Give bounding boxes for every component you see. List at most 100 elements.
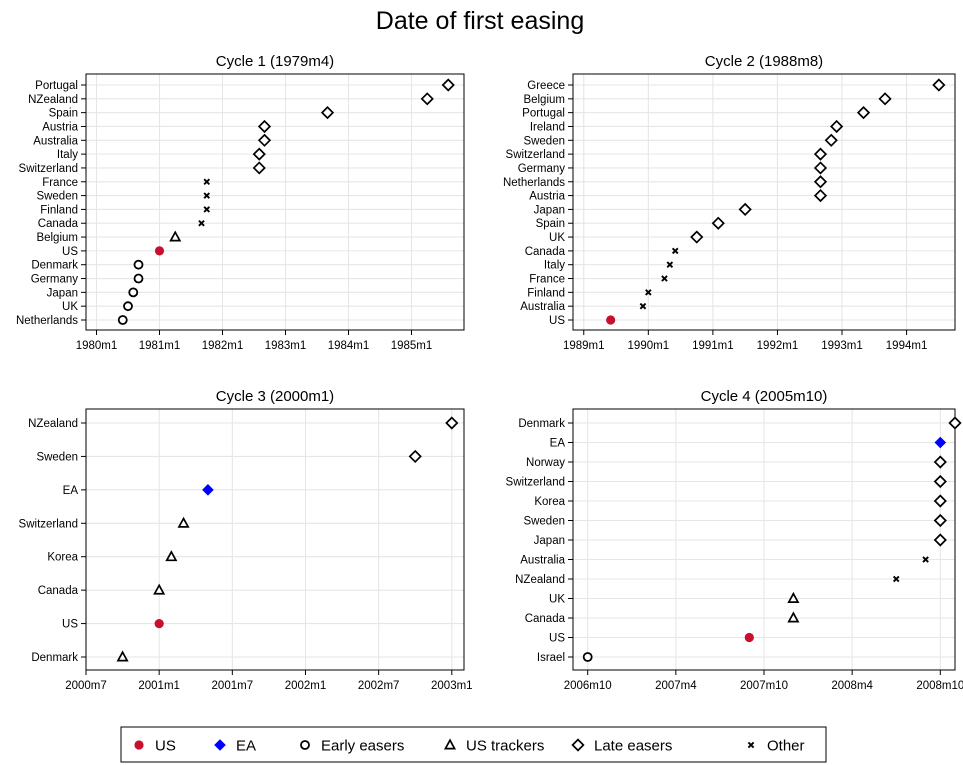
y-tick-label-us: US — [549, 633, 565, 645]
y-tick-label-austria: Austria — [42, 121, 78, 133]
point-canada — [787, 611, 800, 623]
x-tick-label: 1991m1 — [692, 340, 734, 352]
point-us — [154, 246, 165, 256]
x-tick-label: 1982m1 — [202, 340, 244, 352]
y-tick-label-ea: EA — [63, 485, 79, 497]
legend: US EA Early easers US trackers Late easers Ot… — [120, 726, 827, 763]
panel-title: Cycle 3 (2000m1) — [216, 388, 334, 405]
point-japan — [738, 202, 752, 217]
y-tick-label-nzealand: NZealand — [28, 94, 78, 106]
legend-marker-other — [747, 741, 755, 749]
point-portugal — [441, 78, 455, 92]
point-ea — [934, 436, 947, 449]
point-france — [203, 178, 211, 186]
legend-marker-late-easers — [571, 738, 585, 752]
point-switzerland — [252, 161, 266, 175]
x-tick-label: 1984m1 — [328, 340, 370, 352]
point-denmark — [948, 416, 962, 430]
x-tick-label: 1989m1 — [563, 340, 605, 352]
x-tick-label: 2001m1 — [138, 680, 180, 692]
plot-frame — [85, 408, 465, 671]
plot-frame — [85, 73, 465, 331]
point-sweden — [933, 513, 947, 528]
y-tick-label-france: France — [42, 177, 78, 189]
point-korea — [165, 550, 178, 562]
y-tick-label-korea: Korea — [47, 552, 78, 564]
y-tick-label-denmark: Denmark — [31, 652, 78, 664]
point-netherlands — [117, 315, 128, 325]
y-tick-label-denmark: Denmark — [518, 418, 565, 430]
y-tick-label-denmark: Denmark — [31, 260, 78, 272]
point-korea — [933, 494, 947, 508]
y-tick-label-canada: Canada — [38, 218, 79, 230]
legend-label-us-trackers: US trackers — [466, 738, 544, 755]
y-tick-label-australia: Australia — [33, 135, 78, 147]
y-tick-label-spain: Spain — [536, 218, 565, 230]
x-tick-label: 1993m1 — [821, 340, 863, 352]
y-tick-label-italy: Italy — [544, 260, 565, 272]
x-tick-label: 1990m1 — [628, 340, 670, 352]
point-denmark — [116, 650, 129, 662]
point-switzerland — [933, 474, 947, 489]
y-tick-label-canada: Canada — [38, 585, 79, 597]
point-germany — [813, 161, 828, 175]
legend-label-early-easers: Early easers — [321, 738, 404, 755]
y-tick-label-germany: Germany — [31, 274, 79, 286]
y-tick-label-finland: Finland — [40, 204, 78, 216]
y-tick-label-israel: Israel — [537, 652, 565, 664]
y-tick-label-japan: Japan — [534, 535, 565, 547]
point-nzealand — [892, 575, 900, 583]
y-tick-label-belgium: Belgium — [523, 94, 565, 106]
y-tick-label-us: US — [549, 315, 565, 327]
y-tick-label-france: France — [529, 274, 565, 286]
point-greece — [932, 78, 946, 92]
point-denmark — [133, 259, 144, 270]
point-belgium — [169, 230, 182, 242]
x-tick-label: 1983m1 — [265, 340, 307, 352]
y-tick-label-us: US — [62, 246, 78, 258]
point-sweden — [203, 192, 211, 199]
point-uk — [123, 301, 133, 312]
point-spain — [320, 106, 335, 120]
point-us — [606, 315, 616, 325]
y-tick-label-greece: Greece — [527, 80, 565, 92]
x-tick-label: 2007m10 — [740, 680, 788, 692]
x-tick-label: 1992m1 — [757, 340, 799, 352]
y-tick-label-switzerland: Switzerland — [19, 163, 78, 175]
figure-title: Date of first easing — [376, 7, 584, 35]
point-canada — [153, 583, 166, 595]
y-tick-label-sweden: Sweden — [523, 516, 565, 528]
point-us — [744, 632, 754, 643]
point-belgium — [878, 92, 892, 106]
point-nzealand — [445, 416, 459, 430]
point-ea — [202, 484, 214, 496]
y-tick-label-uk: UK — [549, 594, 565, 606]
legend-label-ea: EA — [236, 738, 256, 755]
x-tick-label: 1985m1 — [391, 340, 433, 352]
y-tick-label-italy: Italy — [57, 149, 78, 161]
x-tick-label: 2002m7 — [358, 680, 400, 692]
point-australia — [639, 302, 647, 310]
y-tick-label-japan: Japan — [47, 287, 78, 299]
y-tick-label-australia: Australia — [520, 555, 565, 567]
y-tick-label-belgium: Belgium — [36, 232, 78, 244]
x-tick-label: 2001m7 — [212, 680, 254, 692]
chart-panel-2: Cycle 2 (1988m8) 1989m1 1990m1 1991m1 1992m1… — [503, 53, 956, 352]
legend-label-us: US — [155, 738, 176, 755]
y-tick-label-ea: EA — [550, 438, 566, 450]
x-tick-label: 1994m1 — [886, 340, 928, 352]
y-tick-label-finland: Finland — [527, 287, 565, 299]
point-italy — [666, 261, 674, 268]
legend-label-other: Other — [767, 738, 805, 755]
panel-title: Cycle 4 (2005m10) — [701, 388, 828, 405]
y-tick-label-nzealand: NZealand — [28, 418, 78, 430]
point-uk — [690, 230, 704, 244]
point-canada — [671, 247, 679, 255]
point-uk — [787, 591, 800, 603]
y-tick-label-nzealand: NZealand — [515, 574, 565, 586]
legend-marker-us-trackers — [443, 738, 457, 750]
x-tick-label: 2002m1 — [285, 680, 327, 692]
point-norway — [933, 455, 947, 469]
y-tick-label-switzerland: Switzerland — [506, 149, 565, 161]
